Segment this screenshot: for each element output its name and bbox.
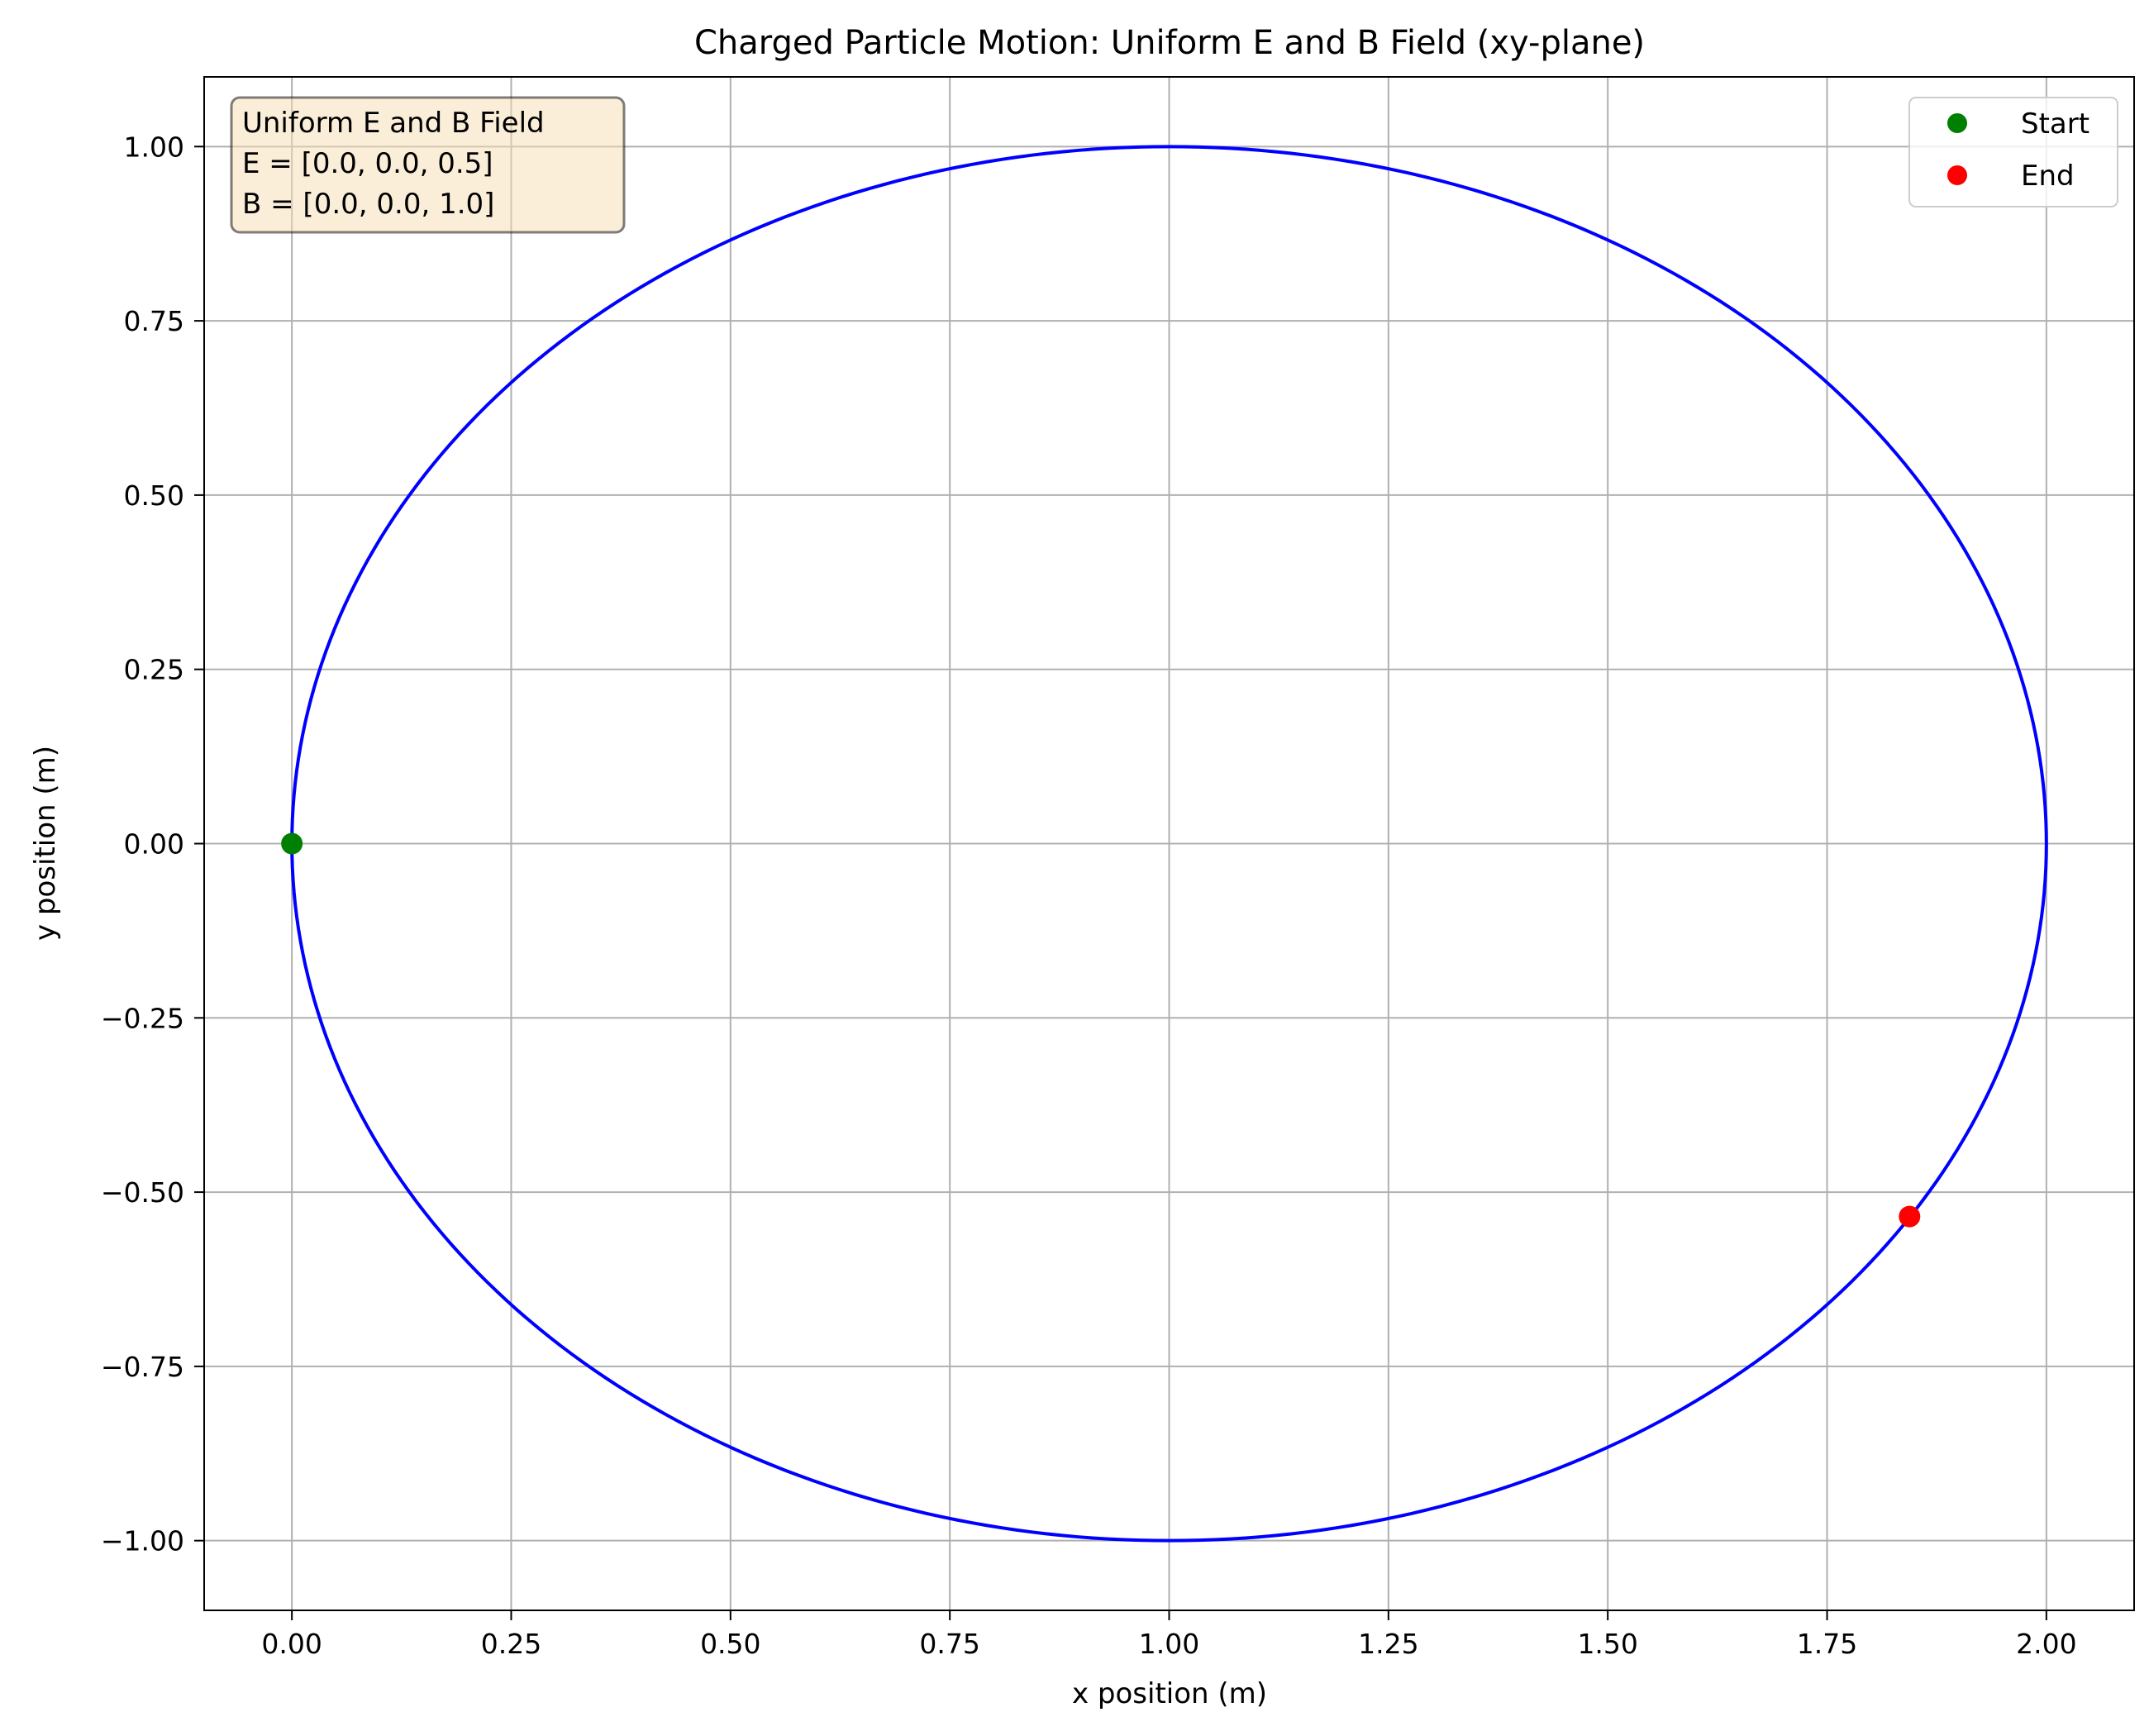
x-tick-label: 1.00 <box>1139 1628 1199 1660</box>
info-line-2: E = [0.0, 0.0, 0.5] <box>242 147 493 180</box>
y-tick-label: 0.00 <box>124 828 184 861</box>
y-tick-label: −1.00 <box>101 1525 184 1557</box>
x-tick-label: 0.50 <box>700 1628 760 1660</box>
trajectory-line <box>290 145 2048 1543</box>
y-axis-label: y position (m) <box>29 746 62 941</box>
legend: Start End <box>1908 97 2118 207</box>
info-box-background <box>230 96 626 234</box>
x-axis: 0.00 0.25 0.50 0.75 1.00 1.25 1.50 1.75 2.00 <box>261 1610 2077 1660</box>
y-tick-label: −0.50 <box>101 1176 184 1209</box>
x-tick-label: 1.75 <box>1797 1628 1857 1660</box>
x-tick-label: 1.50 <box>1577 1628 1637 1660</box>
chart-title: Charged Particle Motion: Uniform E and B… <box>694 24 1645 62</box>
legend-end-marker <box>1947 165 1967 185</box>
legend-start-label: Start <box>2021 107 2089 141</box>
y-tick-label: 0.75 <box>124 305 184 337</box>
info-box: Uniform E and B Field E = [0.0, 0.0, 0.5… <box>230 96 626 234</box>
y-tick-label: −0.75 <box>101 1351 184 1383</box>
start-marker <box>281 832 303 855</box>
x-tick-label: 2.00 <box>2016 1628 2076 1660</box>
info-line-1: Uniform E and B Field <box>242 107 545 140</box>
x-tick-label: 1.25 <box>1358 1628 1418 1660</box>
y-axis: −1.00 −0.75 −0.50 −0.25 0.00 0.25 0.50 0.75 1.00 <box>101 131 204 1557</box>
x-axis-label: x position (m) <box>1072 1677 1267 1710</box>
x-tick-label: 0.00 <box>261 1628 322 1660</box>
info-line-3: B = [0.0, 0.0, 1.0] <box>242 188 494 221</box>
y-tick-label: 0.25 <box>124 654 184 686</box>
x-tick-label: 0.25 <box>481 1628 541 1660</box>
legend-start-marker <box>1947 113 1967 133</box>
end-marker <box>1899 1205 1921 1228</box>
y-tick-label: 1.00 <box>124 131 184 163</box>
y-tick-label: 0.50 <box>124 479 184 512</box>
markers-layer <box>281 832 1921 1228</box>
x-tick-label: 0.75 <box>919 1628 979 1660</box>
trajectory-layer <box>290 145 2048 1543</box>
legend-end-label: End <box>2021 160 2075 193</box>
y-tick-label: −0.25 <box>101 1002 184 1034</box>
